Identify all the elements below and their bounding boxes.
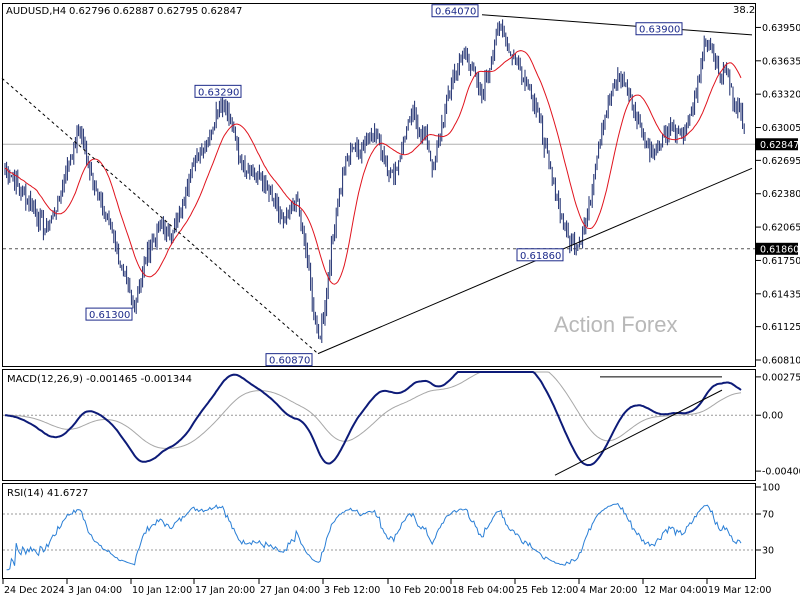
rsi-axis-label: 30: [762, 546, 774, 557]
header-open: 0.62796: [69, 6, 110, 17]
price-axis-label: 0.63005: [762, 123, 800, 134]
support-price-marker: [756, 242, 798, 255]
macd-layer: 0.00275 0.00 -0.004006: [3, 371, 800, 478]
macd-line: [4, 371, 742, 467]
current-price-label: 0.62847: [760, 140, 799, 151]
header-low: 0.62795: [157, 6, 198, 17]
price-annotation-box: [431, 4, 479, 18]
current-price-marker: [756, 138, 798, 151]
rsi-panel-frame: [2, 483, 756, 579]
price-annotation-label: 0.60870: [269, 356, 310, 367]
header-symbol: AUDUSD,H4: [6, 6, 66, 17]
price-annotation-label: 0.63290: [198, 87, 239, 98]
support-price-label: 0.61860: [760, 244, 799, 255]
rsi-title: RSI(14) 41.6727: [7, 488, 88, 499]
time-axis-label: 10 Jan 12:00: [132, 585, 192, 596]
main-panel-frame: [2, 3, 756, 367]
moving-average-line: [4, 50, 742, 285]
macd-axis-label: -0.004006: [762, 467, 800, 478]
trendline: [1, 77, 319, 355]
time-axis-label: 12 Mar 04:00: [644, 585, 707, 596]
time-axis-label: 25 Feb 12:00: [516, 585, 578, 596]
price-annotation-label: 0.61300: [89, 310, 130, 321]
time-axis-label: 3 Feb 12:00: [324, 585, 380, 596]
trendlines: [1, 14, 753, 355]
price-axis-label: 0.61125: [762, 322, 800, 333]
price-axis-label: 0.62065: [762, 223, 800, 234]
time-axis-label: 24 Dec 2024: [4, 585, 65, 596]
macd-axis-label: 0.00: [762, 411, 783, 422]
rsi-line: [6, 502, 742, 571]
time-axis-label: 27 Jan 04:00: [260, 585, 320, 596]
price-axis-label: 0.63320: [762, 90, 800, 101]
time-axis-label: 3 Jan 04:00: [68, 585, 122, 596]
time-axis-label: 19 Mar 12:00: [708, 585, 771, 596]
price-axis-label: 0.63635: [762, 56, 800, 67]
price-annotation-label: 0.64070: [435, 7, 476, 18]
price-axis: 0.63950 0.63635 0.63320 0.63005 0.62695 0.623…: [756, 23, 800, 367]
price-bars: [4, 19, 745, 343]
price-annotation-box: [85, 307, 133, 321]
price-annotation-box: [265, 353, 313, 367]
macd-trendline: [554, 389, 723, 476]
price-axis-label: 0.61750: [762, 256, 800, 267]
trendline: [481, 14, 753, 36]
price-annotation-box: [635, 22, 683, 36]
macd-axis-label: 0.00275: [762, 372, 800, 383]
macd-panel-frame: [2, 369, 756, 481]
price-axis-label: 0.61435: [762, 289, 800, 300]
price-axis-label: 0.62380: [762, 189, 800, 200]
time-axis-label: 10 Feb 20:00: [389, 585, 451, 596]
price-annotation-label: 0.61860: [520, 251, 561, 262]
time-axis-label: 17 Jan 20:00: [195, 585, 255, 596]
header-corner-value: 38.2: [733, 5, 755, 16]
macd-title: MACD(12,26,9) -0.001465 -0.001344: [7, 374, 192, 385]
price-axis-label: 0.62695: [762, 156, 800, 167]
header-high: 0.62887: [113, 6, 154, 17]
price-axis-label: 0.60810: [762, 356, 800, 367]
price-annotation-label: 0.63900: [639, 25, 680, 36]
rsi-axis-label: 70: [762, 510, 774, 521]
header-close: 0.62847: [201, 6, 242, 17]
rsi-layer: 100 70 30: [3, 483, 780, 571]
time-axis-label: 18 Feb 04:00: [452, 585, 514, 596]
macd-signal-line: [5, 371, 742, 449]
watermark: Action Forex: [554, 312, 678, 337]
time-axis: 24 Dec 2024 3 Jan 04:00 10 Jan 12:00 17 Jan…: [2, 579, 771, 596]
time-axis-label: 4 Mar 20:00: [580, 585, 637, 596]
price-axis-label: 0.63950: [762, 23, 800, 34]
price-annotation-box: [194, 84, 242, 98]
price-annotations: 0.64070 0.63900 0.63290 0.61300 0.61860 0.608…: [85, 4, 683, 367]
rsi-axis-label: 100: [762, 483, 780, 494]
price-annotation-box: [516, 248, 564, 262]
